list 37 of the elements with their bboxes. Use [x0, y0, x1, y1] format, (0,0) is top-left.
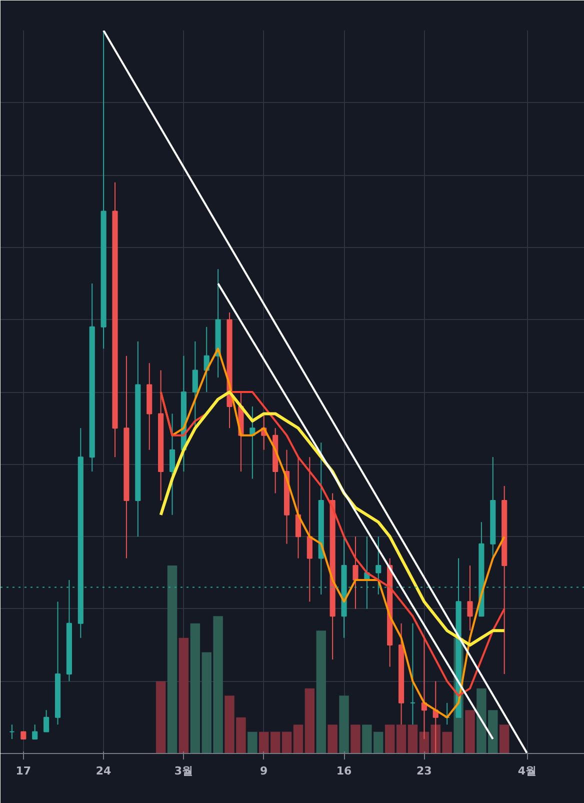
candlestick	[192, 340, 198, 429]
candlestick	[467, 565, 473, 632]
x-tick-label: 24	[96, 764, 112, 778]
bar	[328, 724, 338, 754]
bar	[350, 724, 360, 754]
bar	[178, 638, 189, 754]
bar	[465, 710, 475, 754]
candlestick	[9, 724, 15, 740]
bar	[339, 696, 349, 754]
bar	[408, 724, 418, 754]
bar	[304, 688, 315, 754]
bar	[270, 732, 280, 754]
bar	[384, 724, 395, 754]
x-tick-label: 9	[260, 764, 268, 778]
bar	[293, 724, 304, 754]
bar	[259, 732, 269, 754]
candlestick	[169, 413, 176, 516]
x-tick-label: 3월	[174, 764, 194, 778]
x-tick-label: 17	[16, 764, 32, 778]
bar	[419, 732, 430, 754]
bar	[190, 623, 200, 754]
candlestick	[306, 456, 312, 602]
bar	[396, 724, 406, 754]
bar	[499, 724, 510, 754]
candlestick	[44, 710, 50, 732]
bar	[156, 681, 166, 754]
x-tick-label: 23	[416, 764, 432, 778]
candlestick	[410, 622, 416, 726]
bar	[248, 732, 258, 754]
candlestick	[32, 724, 38, 740]
bar	[282, 732, 292, 754]
x-tick-label: 16	[336, 764, 352, 778]
candlestick	[352, 536, 358, 610]
bar	[316, 630, 326, 754]
x-tick-label: 4월	[518, 764, 537, 778]
candlestick	[444, 702, 450, 726]
bar	[167, 566, 178, 754]
